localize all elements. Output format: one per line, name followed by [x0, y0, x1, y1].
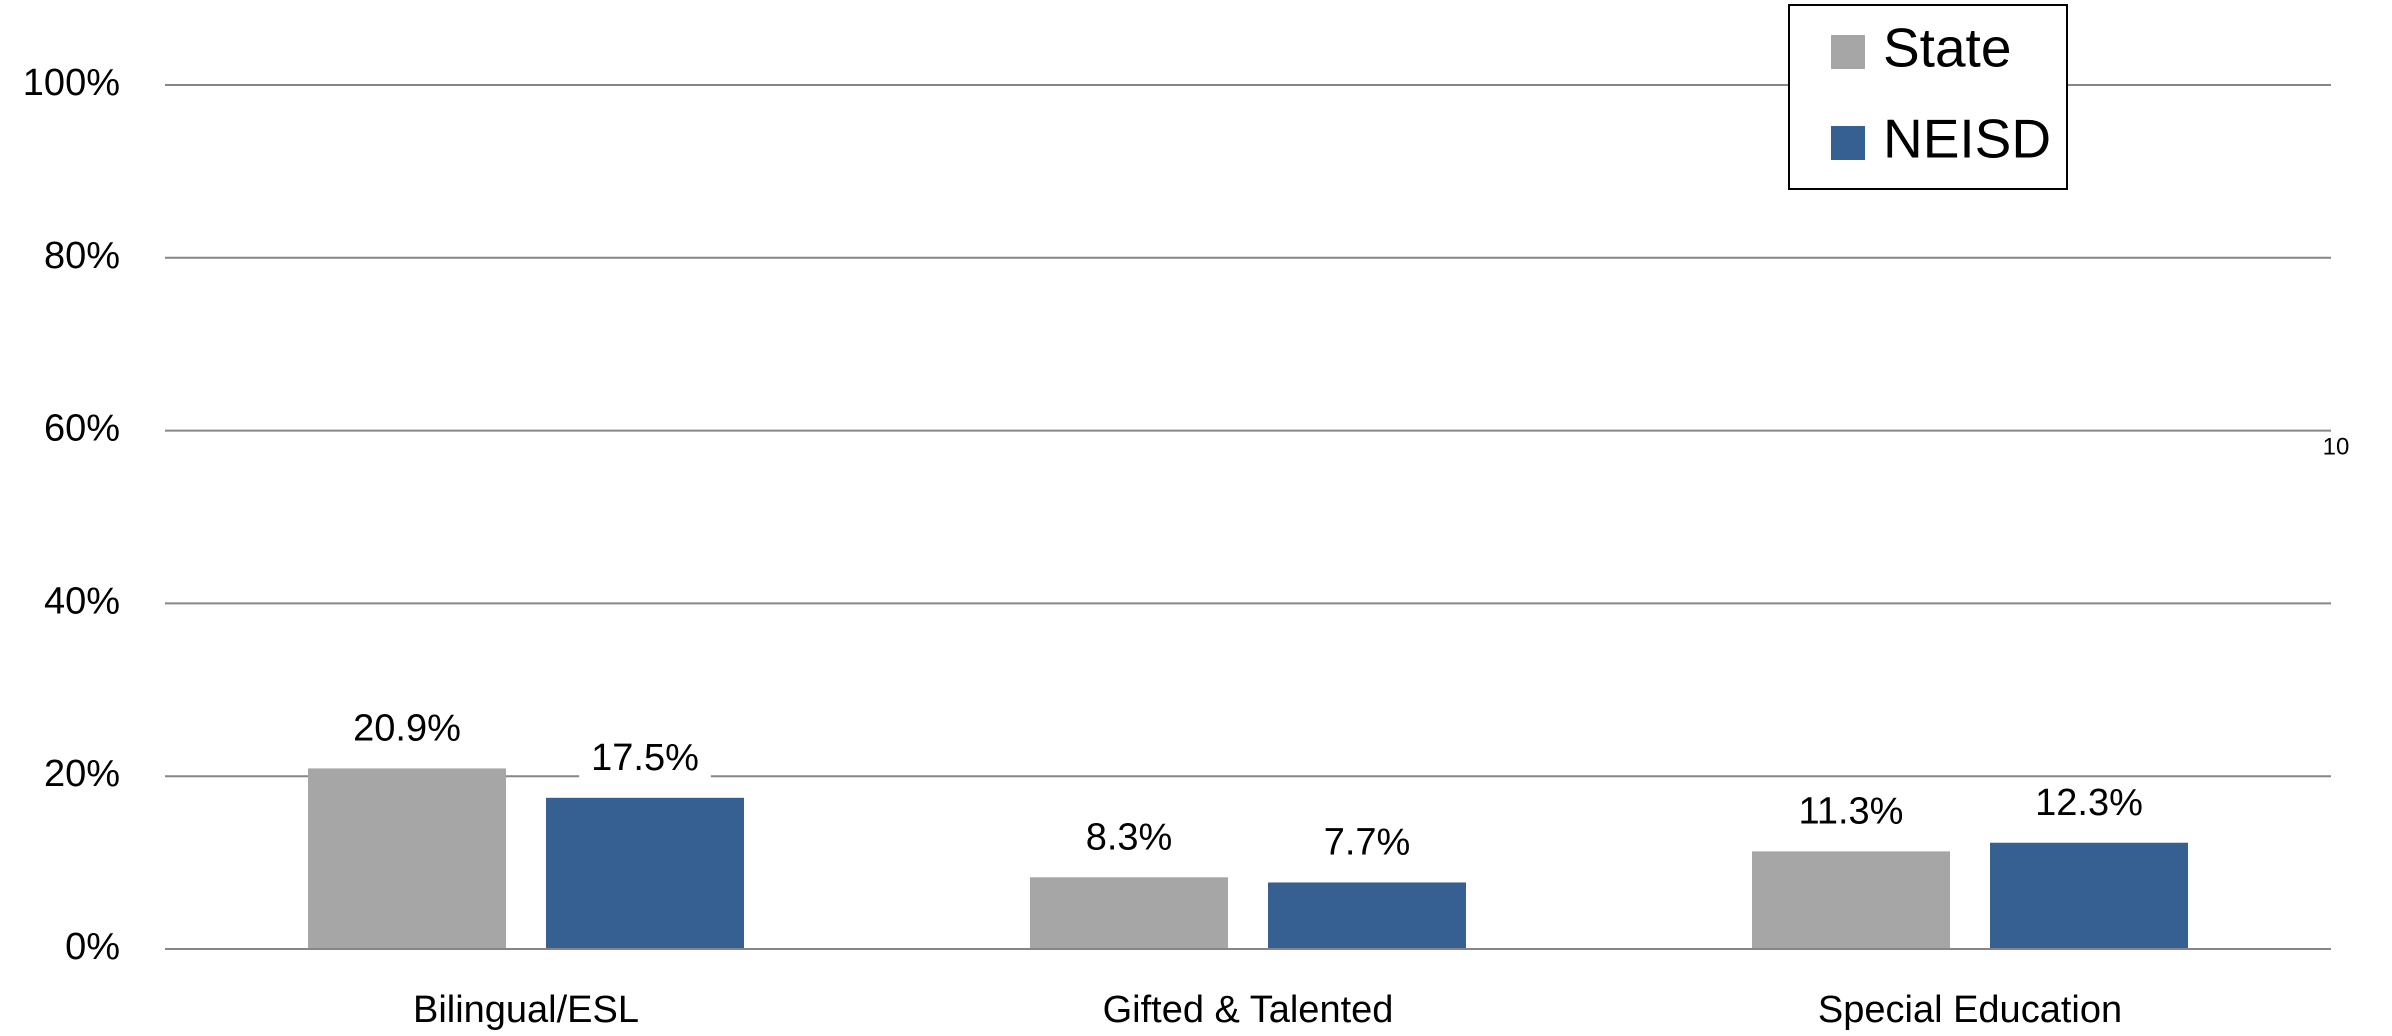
label-background	[1073, 812, 1185, 863]
y-tick-label: 100%	[23, 62, 120, 104]
page-number: 10	[2323, 433, 2350, 460]
bar	[308, 768, 506, 949]
legend-swatch	[1831, 35, 1865, 69]
y-tick-label: 20%	[44, 753, 120, 795]
y-tick-label: 0%	[65, 926, 120, 968]
data-label: 7.7%	[1324, 822, 1411, 864]
label-background	[2023, 777, 2155, 828]
data-label: 8.3%	[1086, 816, 1173, 858]
legend-label: NEISD	[1883, 108, 2051, 170]
data-label: 12.3%	[2035, 782, 2143, 824]
x-tick-label: Special Education	[1818, 989, 2122, 1031]
label-background	[1786, 786, 1916, 837]
x-tick-label: Gifted & Talented	[1103, 989, 1394, 1031]
label-background	[1311, 817, 1423, 868]
x-tick-label: Bilingual/ESL	[413, 989, 639, 1031]
legend-label: State	[1883, 17, 2011, 79]
y-tick-label: 80%	[44, 235, 120, 277]
bar	[1268, 882, 1466, 949]
bar	[1030, 877, 1228, 949]
bar	[546, 797, 744, 949]
data-label: 11.3%	[1799, 790, 1904, 832]
y-tick-label: 60%	[44, 408, 120, 450]
label-background	[341, 703, 473, 754]
legend: State NEISD	[1788, 4, 2068, 190]
bar	[1752, 851, 1950, 949]
data-label: 20.9%	[353, 707, 461, 749]
y-tick-label: 40%	[44, 580, 120, 622]
bar	[1990, 842, 2188, 949]
label-background	[579, 732, 711, 783]
legend-swatch	[1831, 126, 1865, 160]
data-label: 17.5%	[591, 737, 699, 779]
